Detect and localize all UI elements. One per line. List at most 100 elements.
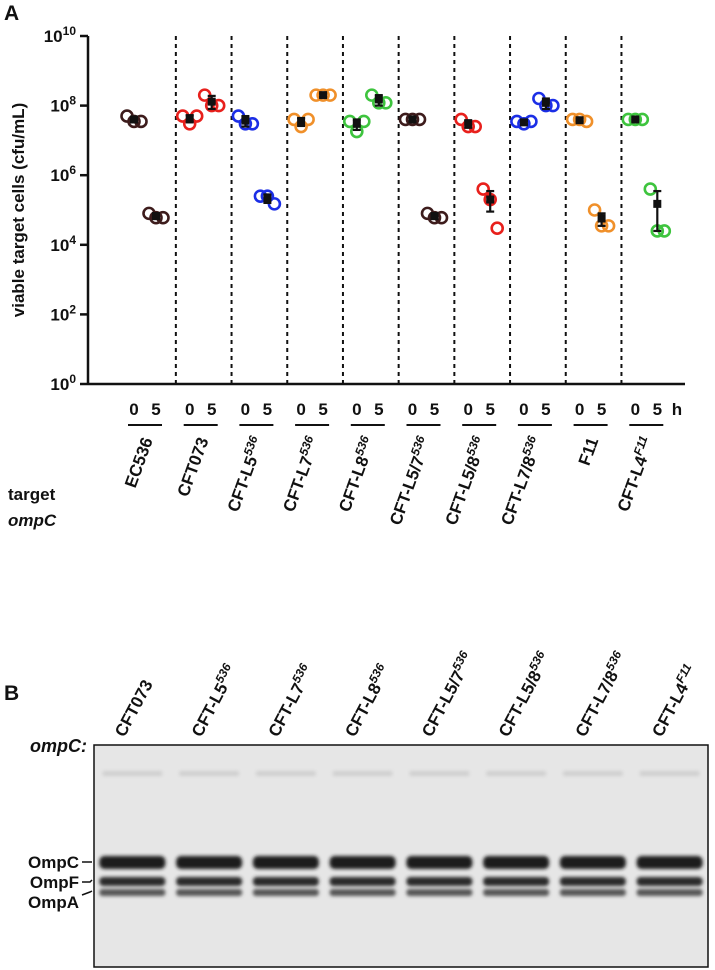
gel-band — [255, 771, 316, 776]
y-tick-base: 10 — [44, 27, 63, 46]
y-tick-label: 1010 — [44, 24, 77, 46]
gel-band — [332, 771, 393, 776]
lane-label: CFT-L5/8536 — [492, 648, 555, 740]
lane-label-text: CFT-L5/8 — [495, 668, 545, 740]
y-tick-label: 100 — [50, 372, 76, 394]
group-label: CFT-L7/8536 — [495, 434, 547, 528]
lane-label: CFT-L7/8536 — [569, 648, 632, 740]
lane-label: CFT-L8536 — [339, 661, 395, 740]
gel-band — [252, 877, 319, 886]
mean-marker — [130, 115, 138, 124]
group-label: CFT-L5/7536 — [383, 434, 435, 528]
gel-band — [636, 889, 703, 896]
replicate — [517, 116, 531, 131]
replicate — [405, 112, 420, 127]
y-tick-label: 108 — [50, 94, 76, 116]
mean-marker — [374, 95, 383, 104]
lane-label: CFT073 — [111, 677, 157, 740]
group-label-sup: 536 — [241, 434, 261, 458]
row-label: target — [8, 485, 56, 504]
lane-label-text: CFT-L8 — [341, 680, 385, 740]
y-tick-base: 10 — [50, 236, 69, 255]
mean-marker — [486, 195, 495, 204]
gel-band — [176, 877, 243, 886]
group-label-sup: 536 — [463, 434, 483, 458]
gel-band — [483, 889, 550, 896]
gel-band — [176, 856, 243, 869]
y-tick-base: 10 — [50, 375, 69, 394]
gel-band — [99, 856, 166, 869]
group-label-text: F11 — [575, 435, 603, 468]
replicate — [628, 112, 643, 127]
replicate — [476, 182, 491, 196]
gel-band — [636, 856, 703, 869]
y-tick-exponent: 8 — [69, 94, 76, 108]
lane-label-text: CFT-L7 — [265, 680, 309, 740]
mean-marker — [519, 118, 528, 127]
group-label-text: CFT073 — [174, 435, 213, 499]
gel-band — [639, 771, 700, 776]
y-tick-exponent: 4 — [69, 233, 76, 247]
time-label: 0 — [463, 400, 472, 419]
time-label: 0 — [408, 400, 417, 419]
group-label-sup: 536 — [408, 434, 428, 458]
time-label: 5 — [485, 400, 494, 419]
lane-label-text: CFT-L7/8 — [572, 668, 622, 740]
group-label: CFT-L8536 — [332, 434, 379, 515]
row-label: ompC — [8, 511, 57, 530]
group-label-sup: 536 — [352, 434, 372, 458]
band-label: OmpC — [28, 853, 79, 872]
time-label: 5 — [541, 400, 550, 419]
mean-marker — [152, 212, 160, 221]
gel-band — [329, 877, 396, 886]
group-label: CFT073 — [174, 435, 213, 499]
mean-marker — [430, 212, 439, 221]
group-label: CFT-L4F11 — [611, 434, 658, 515]
lane-label: CFT-L5536 — [185, 661, 241, 740]
time-label: 5 — [151, 400, 160, 419]
mean-marker — [464, 119, 473, 128]
mean-marker — [408, 115, 417, 124]
group-label: CFT-L7536 — [277, 434, 324, 515]
gel-band — [329, 856, 396, 869]
gel-band — [409, 771, 470, 776]
gel-band — [99, 877, 166, 886]
y-tick-exponent: 2 — [69, 302, 76, 316]
gel-band — [486, 771, 547, 776]
time-label: 0 — [519, 400, 528, 419]
panel-label: A — [4, 2, 19, 25]
ompc-label: ompC: — [30, 736, 87, 756]
time-label: 0 — [575, 400, 584, 419]
gel-band — [559, 889, 626, 896]
gel-band — [406, 856, 473, 869]
gel-band — [102, 771, 163, 776]
mean-marker — [319, 91, 328, 100]
y-tick-exponent: 6 — [69, 163, 76, 177]
gel-band — [559, 856, 626, 869]
group-label-text: CFT-L4 — [614, 453, 652, 514]
time-label: 0 — [129, 400, 138, 419]
time-label: 5 — [207, 400, 216, 419]
gel-band — [329, 889, 396, 896]
y-tick-base: 10 — [50, 97, 69, 116]
time-label: 5 — [374, 400, 383, 419]
y-tick-exponent: 10 — [63, 24, 77, 38]
y-tick-label: 102 — [50, 302, 76, 324]
band-pointer — [81, 890, 93, 896]
panel-label: B — [4, 682, 19, 705]
replicate — [490, 221, 505, 235]
group-label: F11 — [575, 435, 603, 468]
replicate — [572, 112, 587, 127]
gel-band — [406, 877, 473, 886]
group-label-sup: 536 — [519, 434, 539, 458]
gel-band — [562, 771, 623, 776]
mean-marker — [241, 116, 250, 125]
group-label-text: CFT-L7/8 — [497, 454, 539, 528]
time-label: 5 — [653, 400, 662, 419]
gel-band — [179, 771, 240, 776]
y-tick-label: 106 — [50, 163, 76, 185]
gel-band — [559, 877, 626, 886]
lane-label: CFT-L7536 — [262, 661, 318, 740]
band-pointer — [82, 879, 93, 883]
